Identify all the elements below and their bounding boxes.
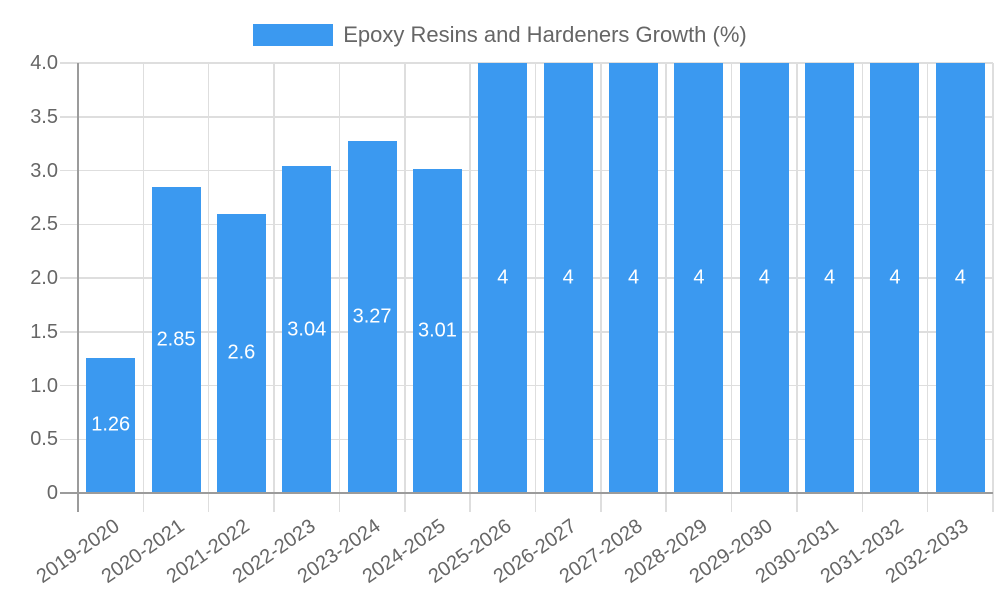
x-axis-tick [992,493,994,512]
bar [151,186,201,493]
gridline-vertical [992,63,994,493]
x-axis-tick [861,493,864,512]
gridline-vertical [796,63,798,493]
bar-value-label: 4 [889,266,901,289]
y-tick-label: 1.5 [30,320,58,343]
bar [478,63,528,493]
bar [870,63,920,493]
y-axis-line [76,63,79,512]
gridline-vertical [273,63,275,493]
x-axis-line [60,492,993,494]
x-axis-tick [600,493,602,512]
y-axis-tick [60,384,78,387]
bar-value-label: 2.6 [227,341,256,364]
x-axis-tick [796,493,798,512]
bar [674,63,724,493]
y-axis-tick [60,331,78,333]
bar-value-label: 4 [758,266,770,289]
y-tick-label: 2.0 [30,267,58,289]
y-axis-tick [60,169,78,172]
y-tick-label: 2.5 [30,213,58,236]
y-tick-label: 1.0 [30,374,58,397]
gridline-vertical [534,63,537,493]
bar [609,63,659,493]
gridline-vertical [926,63,929,493]
x-axis-tick [404,493,406,512]
gridline-vertical [600,63,602,493]
bar-value-label: 4 [562,266,574,289]
gridline-vertical [404,63,406,493]
bar [935,63,985,493]
y-tick-label: 4.0 [30,52,58,74]
gridline-vertical [665,63,667,493]
bar [216,213,266,493]
legend-item-epoxy[interactable]: Epoxy Resins and Hardeners Growth (%) [253,22,747,48]
bar-value-label: 4 [497,266,509,289]
x-axis-tick [338,493,341,512]
bar-value-label: 3.27 [352,305,392,328]
gridline-vertical [207,63,210,493]
y-axis-tick [60,438,78,440]
y-axis-tick [60,62,78,64]
bar [805,63,855,493]
x-axis-tick [730,493,733,512]
y-axis-tick [60,277,78,279]
bar [347,141,397,493]
x-axis-tick [534,493,537,512]
x-axis-tick [665,493,667,512]
legend-color-swatch [253,24,334,46]
x-axis-tick [142,493,145,512]
y-tick-label: 3.0 [30,159,58,182]
bar [739,63,789,493]
bar-value-label: 4 [693,266,705,289]
bar-value-label: 2.85 [156,328,196,351]
chart-legend: Epoxy Resins and Hardeners Growth (%) [0,22,1000,48]
y-axis-tick [60,223,78,225]
bar-value-label: 4 [824,266,836,289]
x-axis-tick [926,493,929,512]
y-tick-label: 0 [46,482,58,504]
bar-value-label: 1.26 [91,413,131,436]
bar [412,169,462,493]
y-axis: 0 0.5 1.0 1.5 2.0 2.5 3.0 3.5 4.0 [0,0,58,600]
y-tick-label: 0.5 [30,428,58,451]
gridline-vertical [469,63,471,493]
plot-area: 1.26 2.85 2.6 3.04 3.27 3.01 4 4 4 4 4 4 4 4 [78,62,994,493]
gridline-vertical [730,63,733,493]
y-axis-tick [60,116,78,118]
x-axis-tick [469,493,471,512]
gridline-vertical [338,63,341,493]
x-axis-tick [273,493,275,512]
bar-value-label: 3.04 [287,318,327,341]
bar-value-label: 4 [954,266,966,289]
bar [282,166,332,493]
bar-value-label: 4 [627,266,640,289]
gridline-vertical [861,63,864,493]
x-axis-tick [207,493,210,512]
y-tick-label: 3.5 [30,105,58,128]
bar [86,357,136,493]
gridline-vertical [142,63,145,493]
bar [543,63,593,493]
legend-label: Epoxy Resins and Hardeners Growth (%) [343,22,747,47]
bar-value-label: 3.01 [417,319,457,342]
